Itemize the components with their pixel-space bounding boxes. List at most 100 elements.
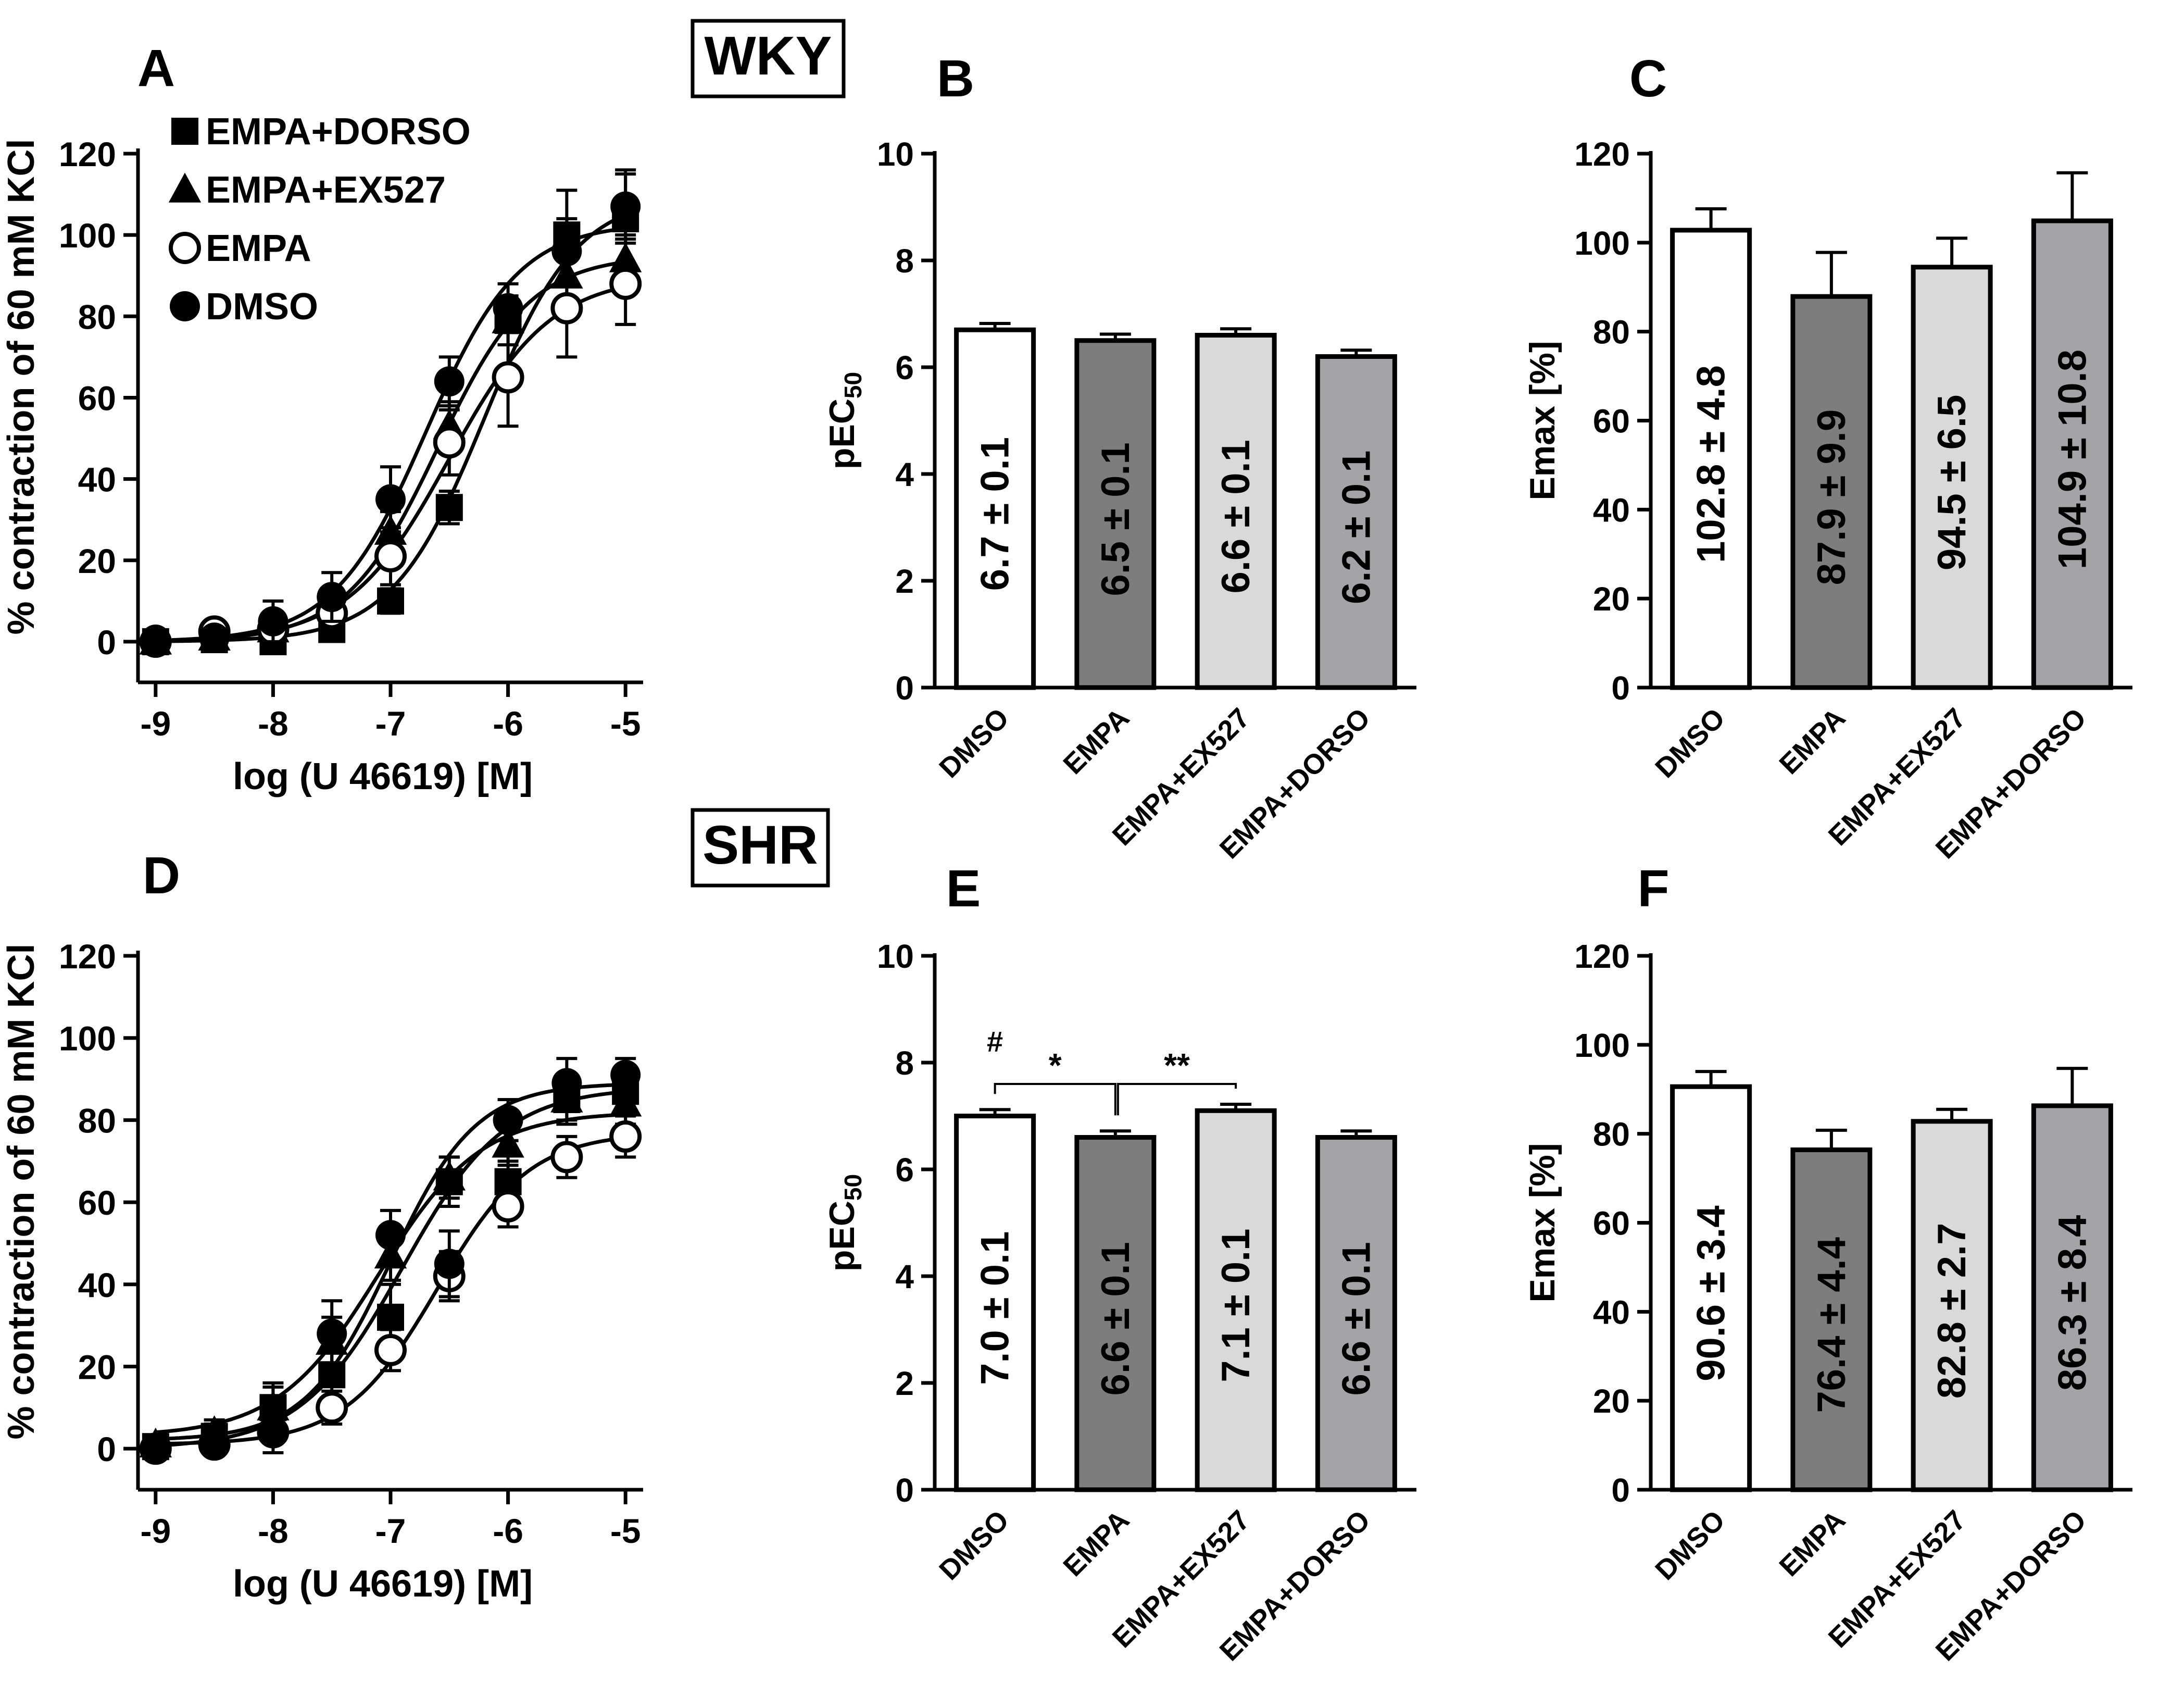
x-tick-label: -9 xyxy=(140,704,171,743)
bar-dmso xyxy=(1670,228,1752,690)
bar-value-label: 82.8 ± 2.7 xyxy=(1930,1223,1974,1399)
y-tick-label: 6 xyxy=(895,349,914,386)
x-tick-label: -5 xyxy=(610,704,641,743)
y-tick-label: 4 xyxy=(895,1258,914,1295)
y-tick-label: 20 xyxy=(1593,1382,1630,1420)
y-tick-label: 100 xyxy=(59,216,116,255)
data-point-empa xyxy=(374,540,407,572)
data-point-dmso xyxy=(434,1249,465,1279)
data-point-dmso xyxy=(434,366,465,397)
y-axis-title-main: pEC xyxy=(822,398,862,469)
data-point-dmso xyxy=(610,191,641,222)
bar-value-label: 6.2 ± 0.1 xyxy=(1334,451,1378,604)
bar-value-label: 86.3 ± 8.4 xyxy=(2050,1215,2094,1391)
y-axis-title: Emax [%] xyxy=(1523,341,1562,500)
bar-value-label: 104.9 ± 10.8 xyxy=(2050,350,2094,569)
panel-label: D xyxy=(143,846,180,905)
y-tick-label: 60 xyxy=(78,379,116,417)
y-tick-label: 6 xyxy=(895,1151,914,1189)
panel-f-emax-bar: F 0 20 40 60 80 100 120 Emax [%] 90.6 ± 3.4 DMSO 76… xyxy=(1523,859,2132,1667)
data-point-dmso xyxy=(610,1059,641,1090)
y-tick-label: 60 xyxy=(78,1183,116,1222)
data-point-empa xyxy=(492,1190,524,1223)
panel-e-pec50-bar: E 0 2 4 6 8 10 pEC50 7.0 ± 0.1 DMSO 6.6 ± 0.1 EMPA 7… xyxy=(822,859,1416,1667)
legend-label: EMPA xyxy=(206,228,311,269)
bar-empa-dorso xyxy=(2031,1103,2113,1492)
y-tick-label: 60 xyxy=(1593,403,1630,440)
legend: EMPA+DORSO EMPA+EX527 EMPA DMSO xyxy=(168,111,471,328)
y-tick-label: 120 xyxy=(59,135,116,173)
y-axis-title: % contraction of 60 mM KCl xyxy=(1,943,42,1439)
panel-b-pec50-bar: B 0 2 4 6 8 10 pEC50 6.7 ± 0.1 DMSO 6.5 ± 0.1 EMPA 6… xyxy=(822,49,1416,865)
group-label-shr: SHR xyxy=(691,808,830,888)
bar-value-label: 94.5 ± 6.5 xyxy=(1930,395,1974,571)
y-tick-label: 0 xyxy=(895,669,914,707)
bar-dmso xyxy=(1670,1084,1752,1492)
data-point-dmso xyxy=(199,1427,230,1458)
y-tick-label: 4 xyxy=(895,456,914,493)
panel-label: E xyxy=(946,859,981,918)
x-tick-label: -9 xyxy=(140,1512,171,1550)
significance-bracket xyxy=(994,1083,1116,1116)
bar-empa-dorso xyxy=(2031,218,2113,690)
y-tick-label: 120 xyxy=(59,937,116,976)
data-point-empa xyxy=(609,267,642,300)
data-point-empa xyxy=(492,361,524,394)
data-point-empa-dorso xyxy=(435,494,463,521)
x-tick-label: -8 xyxy=(258,704,288,743)
bar-value-label: 6.6 ± 0.1 xyxy=(1094,1242,1138,1395)
data-point-empa xyxy=(374,1333,407,1366)
group-label-shr-text: SHR xyxy=(702,815,818,876)
bar-empa-ex527 xyxy=(1195,1108,1277,1492)
bar-value-label: 6.6 ± 0.1 xyxy=(1334,1242,1378,1395)
y-tick-label: 80 xyxy=(1593,314,1630,351)
y-tick-label: 80 xyxy=(78,297,116,336)
y-tick-label: 8 xyxy=(895,1044,914,1082)
data-point-empa-dorso xyxy=(377,1303,404,1331)
x-tick-label: DMSO xyxy=(933,702,1015,784)
y-tick-label: 20 xyxy=(1593,580,1630,618)
bar-value-label: 87.9 ± 9.9 xyxy=(1810,409,1854,585)
x-tick-label: EMPA xyxy=(1773,1504,1851,1582)
y-tick-label: 40 xyxy=(78,1266,116,1304)
y-tick-label: 10 xyxy=(877,938,914,975)
y-tick-label: 100 xyxy=(1574,1027,1630,1064)
y-axis-title-subscript: 50 xyxy=(839,372,867,398)
significance-marker: ** xyxy=(1164,1046,1190,1084)
data-point-dmso xyxy=(551,236,582,267)
y-tick-label: 40 xyxy=(1593,491,1630,529)
panel-d-dose-response: D 0 20 40 60 80 100 120 -9 -8 -7 -6 -5 log (U 46619) … xyxy=(1,846,643,1605)
y-tick-label: 0 xyxy=(97,1430,116,1468)
bar-empa xyxy=(1074,1135,1157,1492)
y-axis-title: pEC50 xyxy=(822,372,867,469)
x-tick-label: DMSO xyxy=(1649,702,1731,784)
data-point-dmso xyxy=(493,293,523,323)
bar-empa-ex527 xyxy=(1195,333,1277,690)
bar-empa-dorso xyxy=(1315,1135,1397,1492)
y-tick-label: 80 xyxy=(1593,1116,1630,1153)
y-axis-title-main: Emax [%] xyxy=(1523,341,1562,500)
legend-marker-empa-dorso xyxy=(171,118,198,145)
group-label-wky: WKY xyxy=(691,19,846,98)
bar-empa-dorso xyxy=(1315,354,1397,690)
data-point-dmso xyxy=(551,1068,582,1099)
y-tick-label: 0 xyxy=(1611,669,1630,707)
panel-label: A xyxy=(137,39,175,97)
panel-c-emax-bar: C 0 20 40 60 80 100 120 Emax [%] 102.8 ± 4.8 DMSO 8… xyxy=(1523,49,2132,865)
panel-label: F xyxy=(1637,859,1669,918)
data-point-dmso xyxy=(317,582,347,613)
legend-marker-empa-ex527 xyxy=(168,172,202,203)
x-tick-label: -8 xyxy=(258,1512,288,1550)
y-tick-label: 20 xyxy=(78,1348,116,1386)
data-point-empa xyxy=(550,292,583,325)
bar-value-label: 90.6 ± 3.4 xyxy=(1689,1205,1734,1381)
y-tick-label: 2 xyxy=(895,1365,914,1402)
panel-label: C xyxy=(1629,49,1667,108)
data-point-empa-ex527 xyxy=(492,1128,524,1158)
y-tick-label: 40 xyxy=(1593,1293,1630,1331)
panel-a-dose-response: A 0 20 40 60 80 100 120 -9 -8 -7 -6 -5 log (U 46619) … xyxy=(1,39,643,797)
data-point-empa-ex527 xyxy=(433,1161,466,1191)
y-axis-title: pEC50 xyxy=(822,1174,867,1271)
bar-value-label: 7.0 ± 0.1 xyxy=(973,1231,1018,1385)
bar-value-label: 76.4 ± 4.4 xyxy=(1810,1237,1854,1413)
